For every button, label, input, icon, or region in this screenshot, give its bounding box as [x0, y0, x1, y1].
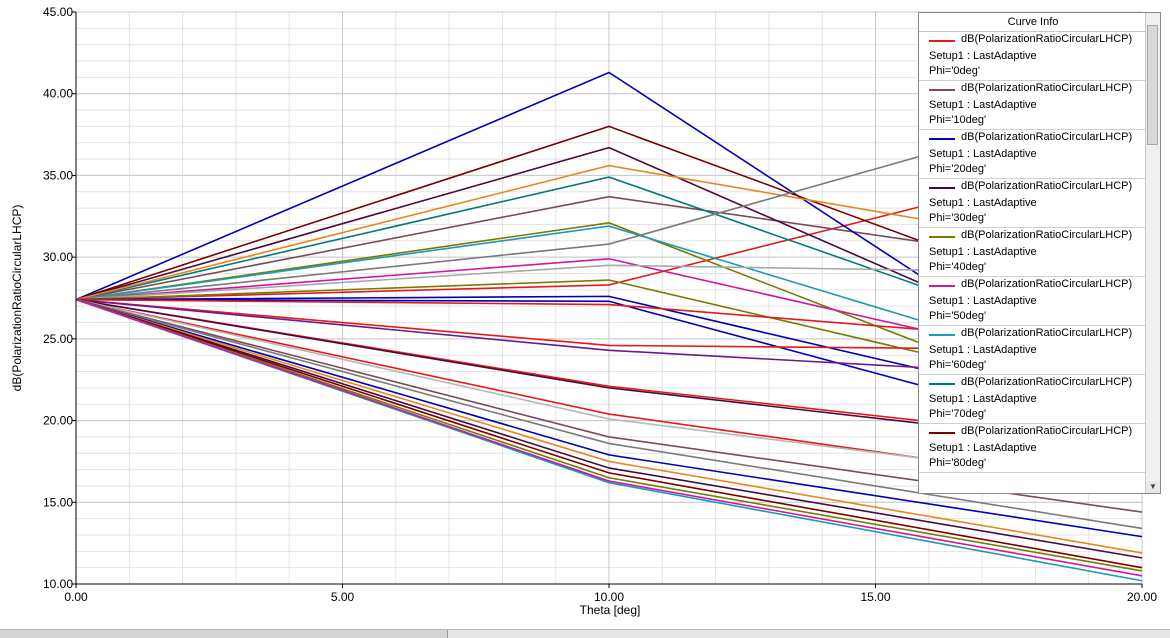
legend-setup-label: Setup1 : LastAdaptive	[929, 295, 1037, 307]
y-tick-label: 20.00	[43, 414, 73, 428]
legend-title: Curve Info	[919, 13, 1147, 32]
legend-swatch	[929, 285, 955, 287]
legend-entry[interactable]: dB(PolarizationRatioCircularLHCP) Setup1 …	[919, 277, 1147, 326]
legend-phi-label: Phi='20deg'	[929, 163, 987, 175]
series-line-25	[75, 298, 1143, 554]
legend-swatch	[929, 383, 955, 385]
legend-phi-label: Phi='50deg'	[929, 310, 987, 322]
legend-setup-label: Setup1 : LastAdaptive	[929, 197, 1037, 209]
legend-phi-label: Phi='10deg'	[929, 114, 987, 126]
legend-entry[interactable]: dB(PolarizationRatioCircularLHCP) Setup1 …	[919, 326, 1147, 375]
series-line-24	[75, 298, 1143, 538]
y-tick-label: 10.00	[43, 577, 73, 591]
legend-setup-label: Setup1 : LastAdaptive	[929, 246, 1037, 258]
legend-setup-label: Setup1 : LastAdaptive	[929, 344, 1037, 356]
axes	[72, 11, 1143, 588]
y-tick-label: 25.00	[43, 332, 73, 346]
legend-phi-label: Phi='40deg'	[929, 261, 987, 273]
legend-series-name: dB(PolarizationRatioCircularLHCP)	[961, 131, 1133, 143]
x-tick-label: 20.00	[1127, 590, 1157, 604]
legend-series-name: dB(PolarizationRatioCircularLHCP)	[961, 327, 1133, 339]
legend-phi-label: Phi='70deg'	[929, 408, 987, 420]
legend-series-name: dB(PolarizationRatioCircularLHCP)	[961, 82, 1133, 94]
legend-entry[interactable]: dB(PolarizationRatioCircularLHCP) Setup1 …	[919, 81, 1147, 130]
horizontal-scroll-thumb[interactable]	[0, 630, 448, 638]
series-line-26	[75, 298, 1143, 559]
legend-phi-label: Phi='30deg'	[929, 212, 987, 224]
x-tick-label: 10.00	[594, 590, 624, 604]
x-tick-label: 15.00	[860, 590, 890, 604]
legend-entry[interactable]: dB(PolarizationRatioCircularLHCP) Setup1 …	[919, 32, 1147, 81]
series-line-30	[75, 298, 1143, 577]
legend-phi-label: Phi='60deg'	[929, 359, 987, 371]
series-line-28	[75, 298, 1143, 572]
legend-swatch	[929, 187, 955, 189]
legend-swatch	[929, 40, 955, 42]
legend-entry[interactable]: dB(PolarizationRatioCircularLHCP) Setup1 …	[919, 375, 1147, 424]
series-line-23	[75, 298, 1143, 530]
legend-swatch	[929, 334, 955, 336]
legend-entry[interactable]: dB(PolarizationRatioCircularLHCP) Setup1 …	[919, 424, 1147, 473]
legend-setup-label: Setup1 : LastAdaptive	[929, 442, 1037, 454]
legend-entry[interactable]: dB(PolarizationRatioCircularLHCP) Setup1 …	[919, 228, 1147, 277]
legend-series-name: dB(PolarizationRatioCircularLHCP)	[961, 425, 1133, 437]
legend-series-name: dB(PolarizationRatioCircularLHCP)	[961, 278, 1133, 290]
series-line-27	[75, 298, 1143, 569]
legend-scroll-thumb[interactable]	[1147, 25, 1158, 145]
legend-phi-label: Phi='80deg'	[929, 457, 987, 469]
legend-phi-label: Phi='0deg'	[929, 65, 980, 77]
legend-setup-label: Setup1 : LastAdaptive	[929, 99, 1037, 111]
tick-labels: 0.00 5.00 10.00 15.00 20.00 10.00 15.00 20.00 25…	[43, 5, 1157, 604]
legend-swatch	[929, 138, 955, 140]
legend-swatch	[929, 432, 955, 434]
horizontal-scrollbar[interactable]	[0, 629, 1170, 638]
y-tick-label: 30.00	[43, 250, 73, 264]
legend-swatch	[929, 236, 955, 238]
legend-entry[interactable]: dB(PolarizationRatioCircularLHCP) Setup1 …	[919, 130, 1147, 179]
legend-series-name: dB(PolarizationRatioCircularLHCP)	[961, 33, 1133, 45]
legend-items: dB(PolarizationRatioCircularLHCP) Setup1 …	[919, 32, 1147, 473]
legend-scrollbar[interactable]: ▼	[1145, 13, 1160, 493]
y-tick-label: 35.00	[43, 168, 73, 182]
y-axis-label: dB(PolarizationRatioCircularLHCP)	[10, 205, 24, 392]
legend-series-name: dB(PolarizationRatioCircularLHCP)	[961, 229, 1133, 241]
y-tick-label: 45.00	[43, 5, 73, 19]
legend-series-name: dB(PolarizationRatioCircularLHCP)	[961, 180, 1133, 192]
legend-entry[interactable]: dB(PolarizationRatioCircularLHCP) Setup1 …	[919, 179, 1147, 228]
x-tick-label: 0.00	[64, 590, 88, 604]
legend-swatch	[929, 89, 955, 91]
x-axis-label: Theta [deg]	[580, 603, 641, 617]
legend-setup-label: Setup1 : LastAdaptive	[929, 148, 1037, 160]
x-tick-label: 5.00	[331, 590, 355, 604]
y-tick-label: 15.00	[43, 495, 73, 509]
y-tick-label: 40.00	[43, 87, 73, 101]
scroll-down-arrow-icon[interactable]: ▼	[1146, 481, 1160, 493]
curve-info-legend[interactable]: Curve Info dB(PolarizationRatioCircularL…	[918, 12, 1161, 494]
legend-series-name: dB(PolarizationRatioCircularLHCP)	[961, 376, 1133, 388]
legend-setup-label: Setup1 : LastAdaptive	[929, 50, 1037, 62]
legend-setup-label: Setup1 : LastAdaptive	[929, 393, 1037, 405]
